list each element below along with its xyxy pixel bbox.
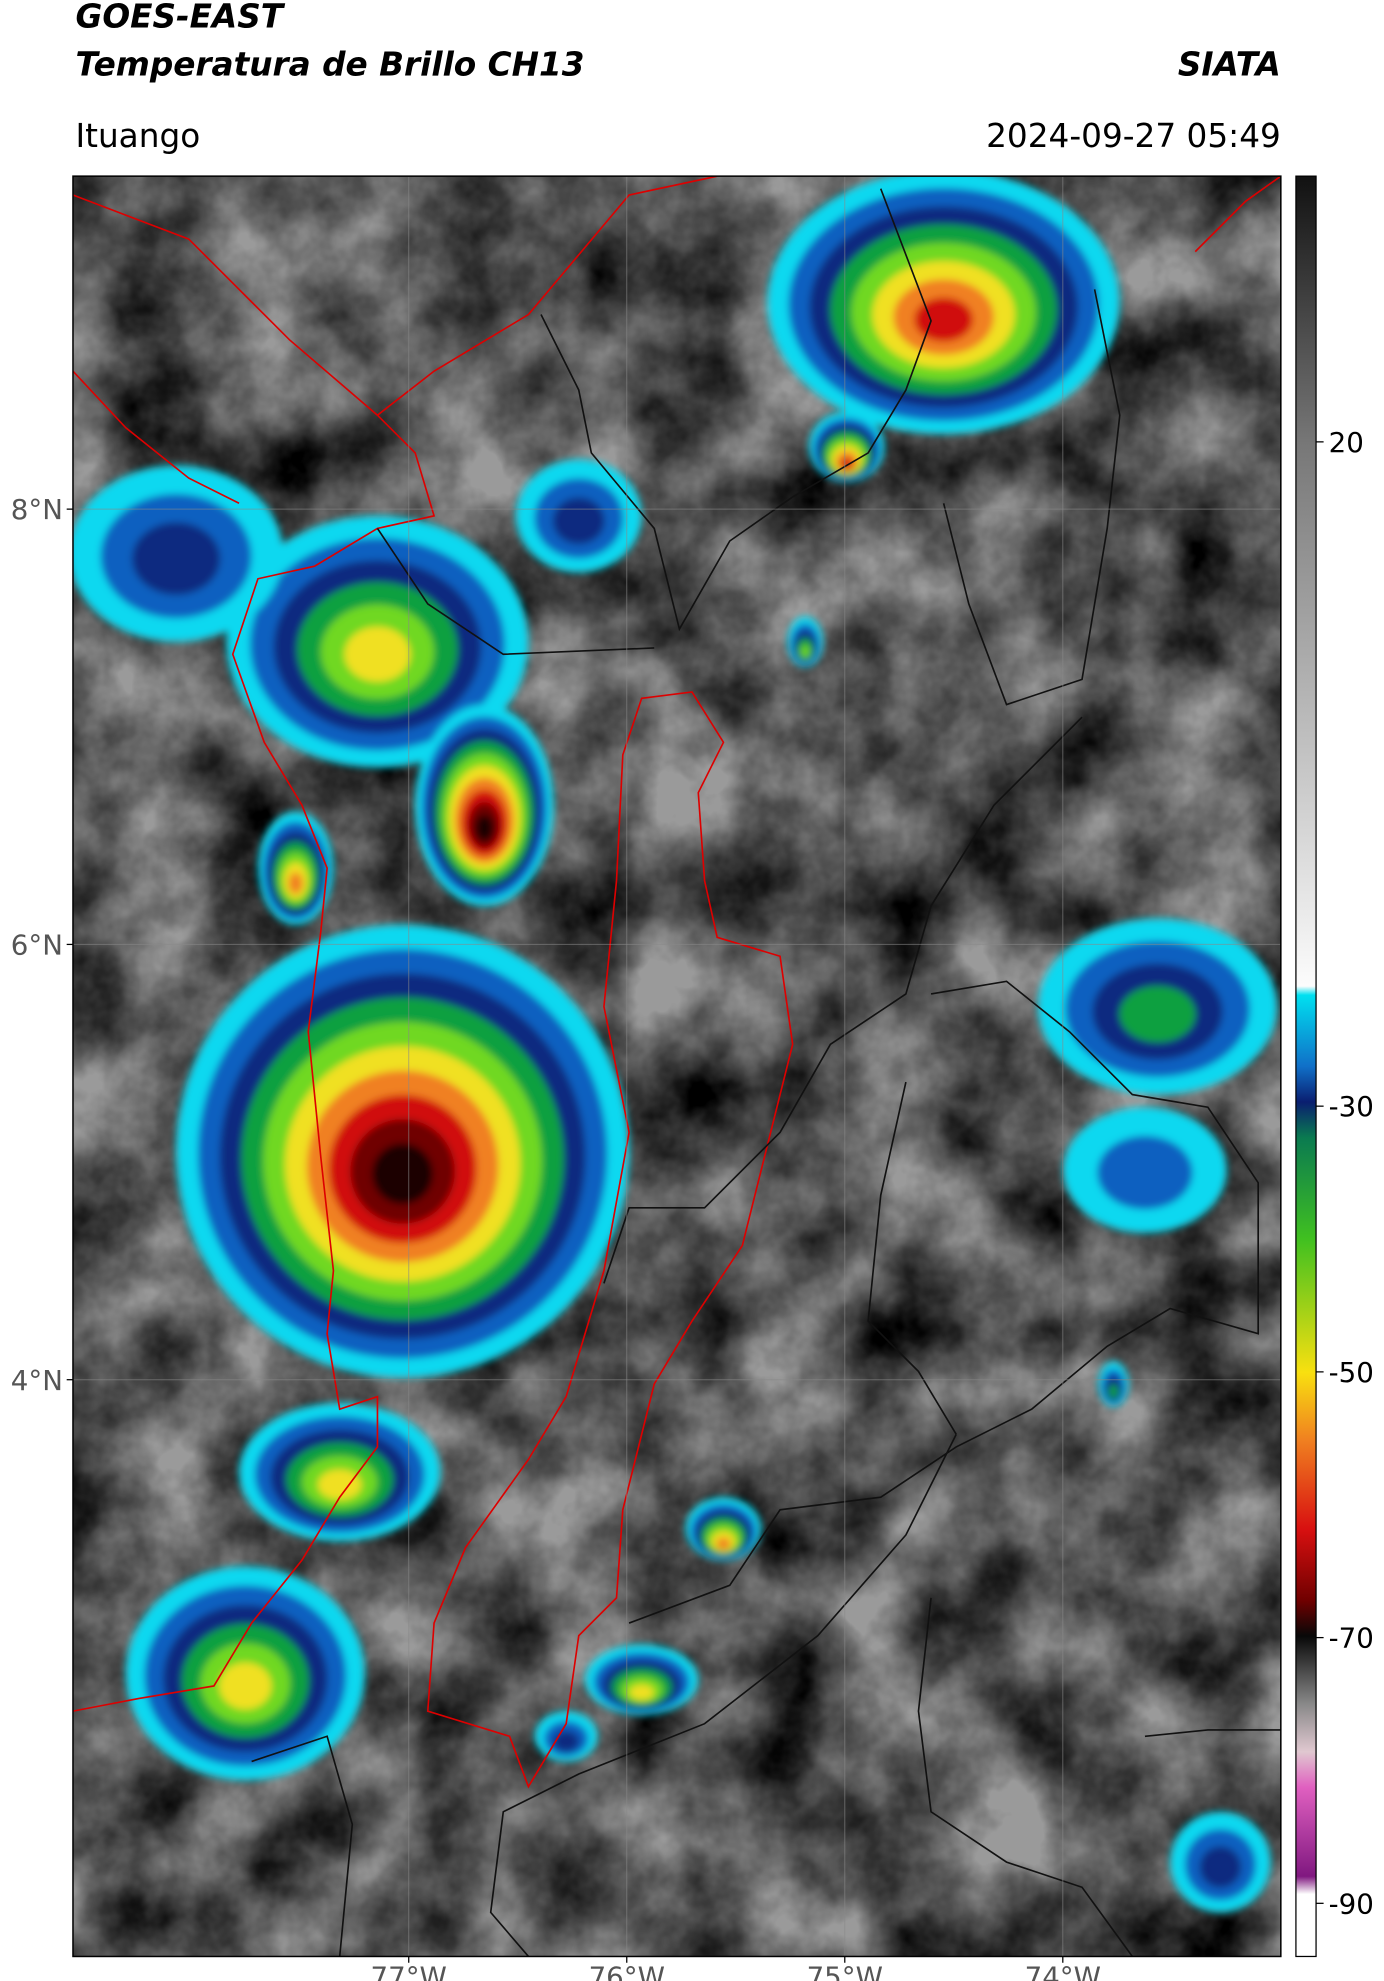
y-tick-label: 6°N <box>11 928 63 961</box>
storm-cell <box>344 626 411 682</box>
y-tick-label: 4°N <box>11 1364 63 1397</box>
storm-cell <box>716 1537 731 1550</box>
title: GOES-EAST <box>75 0 285 36</box>
agency: SIATA <box>1178 45 1281 83</box>
storm-cell <box>1097 1135 1193 1210</box>
storm-cell <box>1199 1846 1242 1888</box>
axes: 77°W 76°W 75°W 74°W 8°N 6°N 4°N <box>11 493 1101 1981</box>
storm-cell <box>317 1469 362 1500</box>
storm-cell <box>288 872 303 894</box>
x-tick-label: 76°W <box>589 1961 665 1981</box>
colorbar-tick-label: -30 <box>1329 1090 1374 1123</box>
colorbar <box>1295 175 1317 1958</box>
coastline <box>72 370 240 505</box>
admin-boundary <box>628 980 1259 1624</box>
colorbar-tick-label: 20 <box>1329 426 1364 459</box>
colorbar-tick-label: -50 <box>1329 1356 1374 1389</box>
x-tick-label: 75°W <box>807 1961 883 1981</box>
admin-boundary <box>867 1081 957 1435</box>
storm-layer <box>72 176 1278 1913</box>
admin-boundary <box>917 1597 1134 1957</box>
borders <box>72 176 1281 1957</box>
admin-boundary <box>376 527 655 656</box>
map-image <box>72 176 1281 1957</box>
admin-boundary <box>1144 1729 1281 1738</box>
storm-cell <box>219 1662 272 1710</box>
x-tick-label: 74°W <box>1025 1961 1101 1981</box>
subtitle: Temperatura de Brillo CH13 <box>75 45 584 83</box>
map-frame <box>72 175 1282 1958</box>
timestamp: 2024-09-27 05:49 <box>986 117 1281 155</box>
graticule <box>72 176 1281 1957</box>
coastline <box>72 194 436 1712</box>
coastline <box>1194 176 1281 253</box>
x-tick-label: 77°W <box>371 1961 447 1981</box>
storm-cell <box>552 497 605 545</box>
storm-cell <box>1108 1384 1119 1399</box>
storm-cell <box>132 522 221 595</box>
storm-cell <box>1119 986 1196 1043</box>
border-panama <box>376 176 718 416</box>
region-boundary <box>426 691 794 1789</box>
colorbar-tick-label: -70 <box>1329 1622 1374 1655</box>
storm-cell <box>800 645 810 659</box>
colorbar-ticks: 20 -30 -50 -70 -90 <box>1316 426 1374 1920</box>
admin-boundary <box>540 188 932 632</box>
y-tick-label: 8°N <box>11 493 63 526</box>
storm-cell <box>914 297 973 342</box>
storm-cell <box>372 1143 434 1205</box>
admin-boundary <box>489 1433 957 1957</box>
colorbar-tick-label: -90 <box>1329 1887 1374 1920</box>
storm-cell <box>629 1684 655 1700</box>
admin-boundary <box>251 1735 354 1957</box>
admin-boundary <box>942 289 1121 706</box>
admin-boundary <box>603 716 1083 1284</box>
storm-cell <box>553 1730 580 1752</box>
location: Ituango <box>75 117 200 155</box>
storm-cell <box>475 814 494 842</box>
